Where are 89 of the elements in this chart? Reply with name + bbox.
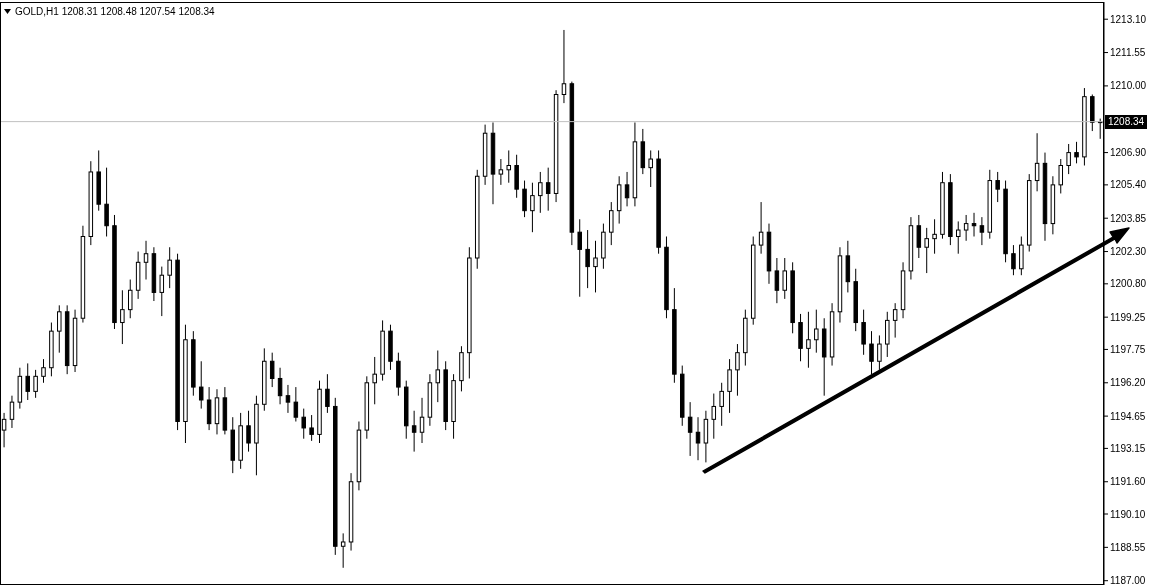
candlestick — [1058, 158, 1064, 194]
candlestick — [435, 350, 441, 403]
candlestick — [198, 360, 204, 410]
y-tick-label: 1197.75 — [1110, 343, 1146, 355]
candlestick — [995, 171, 1000, 203]
candlestick — [411, 410, 417, 453]
candlestick — [293, 386, 299, 422]
candlestick — [545, 167, 551, 212]
candlestick — [25, 362, 30, 401]
candlestick — [585, 229, 590, 289]
candlestick — [309, 414, 314, 442]
y-tick-label: 1196.20 — [1110, 377, 1146, 389]
candlestick — [892, 302, 898, 339]
candlestick — [1074, 141, 1079, 164]
candlestick — [916, 214, 922, 259]
candlestick — [877, 334, 882, 371]
candlestick — [419, 397, 425, 444]
y-tick-label: 1200.80 — [1110, 278, 1147, 290]
candlestick — [577, 218, 582, 298]
candlestick — [506, 149, 512, 184]
candlestick — [561, 29, 567, 104]
candlestick — [861, 309, 866, 356]
candlestick — [538, 171, 543, 214]
y-tick-label: 1190.10 — [1110, 508, 1146, 520]
candlestick — [782, 257, 788, 300]
candlestick — [269, 352, 275, 388]
candlestick — [971, 212, 977, 237]
candlestick — [979, 216, 985, 246]
candlestick — [711, 393, 717, 440]
candlestick — [624, 171, 630, 207]
candlestick — [514, 154, 519, 199]
y-tick-label: 1193.15 — [1110, 442, 1146, 454]
candlestick — [340, 532, 346, 569]
candlestick — [167, 246, 172, 289]
y-tick-label: 1211.55 — [1110, 47, 1146, 59]
y-tick-label: 1199.25 — [1110, 311, 1146, 323]
candlestick — [120, 289, 125, 345]
candlestick — [301, 408, 306, 440]
candlestick — [1066, 143, 1071, 175]
y-tick-label: 1191.60 — [1110, 476, 1146, 488]
candlestick — [9, 395, 15, 429]
candlestick — [206, 386, 212, 431]
candlestick — [104, 167, 109, 237]
candlestick — [869, 330, 874, 375]
candlestick — [648, 149, 653, 188]
candlestick — [41, 358, 46, 384]
y-tick-label: 1187.00 — [1110, 575, 1146, 586]
candlestick — [522, 180, 527, 218]
candlestick — [609, 201, 614, 246]
candlestick — [695, 416, 701, 461]
candlestick — [814, 309, 819, 354]
candlestick — [885, 311, 890, 358]
candlestick — [372, 356, 377, 405]
y-tick-label: 1206.90 — [1110, 147, 1147, 159]
chart-title: GOLD,H1 1208.31 1208.48 1207.54 1208.34 — [15, 6, 215, 17]
candlestick — [325, 373, 330, 414]
candlestick — [1019, 235, 1024, 276]
candlestick — [143, 240, 149, 281]
candlestick — [246, 410, 251, 453]
candlestick — [963, 214, 969, 242]
candlestick — [924, 227, 929, 274]
candlestick — [774, 257, 780, 304]
candlestick — [758, 201, 764, 255]
candlestick — [932, 218, 937, 255]
candlestick — [285, 384, 291, 414]
candlestick — [735, 343, 740, 397]
candlestick — [159, 266, 165, 317]
candlestick — [727, 358, 732, 414]
y-tick-label: 1203.85 — [1110, 212, 1147, 224]
candlestick — [806, 311, 811, 369]
y-tick-label: 1188.55 — [1110, 541, 1146, 553]
candlestick — [530, 182, 535, 233]
y-tick-label: 1213.10 — [1110, 13, 1147, 25]
candlestick — [956, 220, 961, 255]
candlestick — [57, 304, 62, 354]
candlestick — [33, 369, 38, 399]
candlestick — [703, 410, 709, 463]
candlestick — [1011, 244, 1016, 276]
y-tick-label: 1205.40 — [1110, 179, 1147, 191]
candlestick — [128, 279, 133, 319]
candlestick — [593, 240, 598, 293]
y-tick-label: 1202.30 — [1110, 246, 1147, 258]
candlestick — [719, 382, 724, 427]
y-tick-label: 1194.65 — [1110, 410, 1146, 422]
y-tick-label: 1210.00 — [1110, 80, 1147, 92]
candlestick — [1034, 132, 1040, 192]
candlestick — [687, 401, 693, 457]
ref-line-label: 1208.34 — [1105, 114, 1148, 129]
candlestick — [498, 158, 504, 186]
